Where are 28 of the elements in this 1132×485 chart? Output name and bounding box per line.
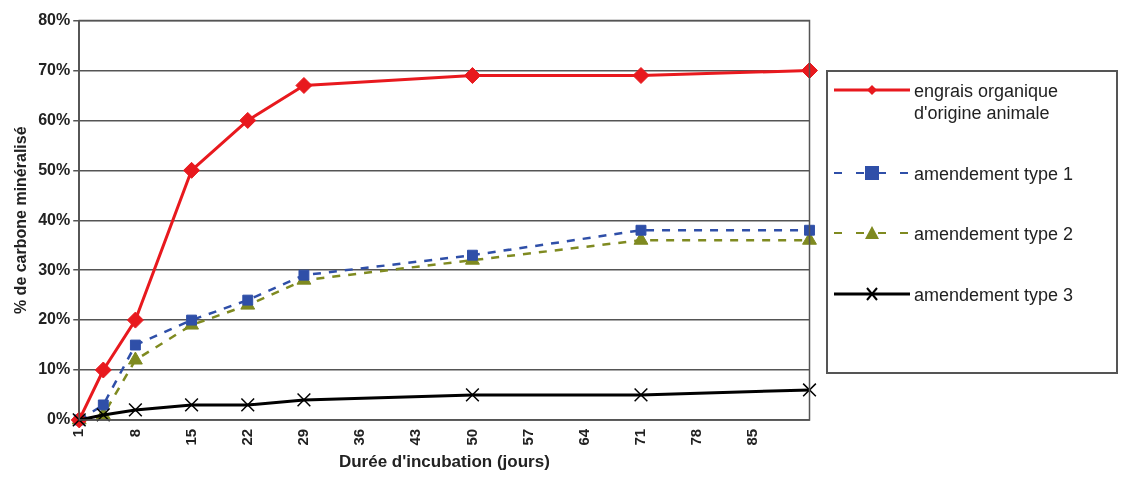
- x-tick-label: 85: [743, 428, 761, 446]
- y-axis-title: % de carbone minéralisé: [12, 126, 30, 315]
- x-tick-label: 50: [462, 428, 480, 446]
- y-tick-label: 60%: [38, 110, 71, 128]
- x-tick-label: 71: [631, 428, 649, 446]
- x-tick-label: 29: [294, 428, 312, 446]
- y-tick-label: 50%: [38, 160, 71, 178]
- x-tick-label: 57: [518, 428, 536, 446]
- y-tick-label: 30%: [38, 260, 71, 278]
- y-tick-label: 10%: [38, 360, 71, 378]
- y-tick-label: 20%: [38, 310, 71, 328]
- y-tick-label: 80%: [38, 11, 71, 29]
- x-axis-title: Durée d'incubation (jours): [338, 452, 550, 472]
- x-tick-label: 8: [125, 428, 143, 438]
- legend-label: amendement type 2: [914, 223, 1074, 245]
- legend-label: engrais organique d'origine animale: [914, 80, 1060, 124]
- x-tick-label: 22: [237, 428, 255, 446]
- x-tick-label: 64: [574, 428, 592, 446]
- x-tick-label: 36: [350, 428, 368, 446]
- legend-label: amendement type 3: [914, 283, 1074, 306]
- y-tick-label: 70%: [38, 60, 71, 78]
- x-tick-label: 15: [181, 428, 199, 446]
- y-tick-label: 0%: [47, 410, 71, 428]
- x-tick-label: 78: [687, 428, 705, 446]
- legend-label: amendement type 1: [914, 162, 1074, 185]
- x-tick-label: 43: [406, 428, 424, 446]
- x-tick-label: 1: [69, 428, 87, 438]
- y-tick-label: 40%: [38, 210, 71, 228]
